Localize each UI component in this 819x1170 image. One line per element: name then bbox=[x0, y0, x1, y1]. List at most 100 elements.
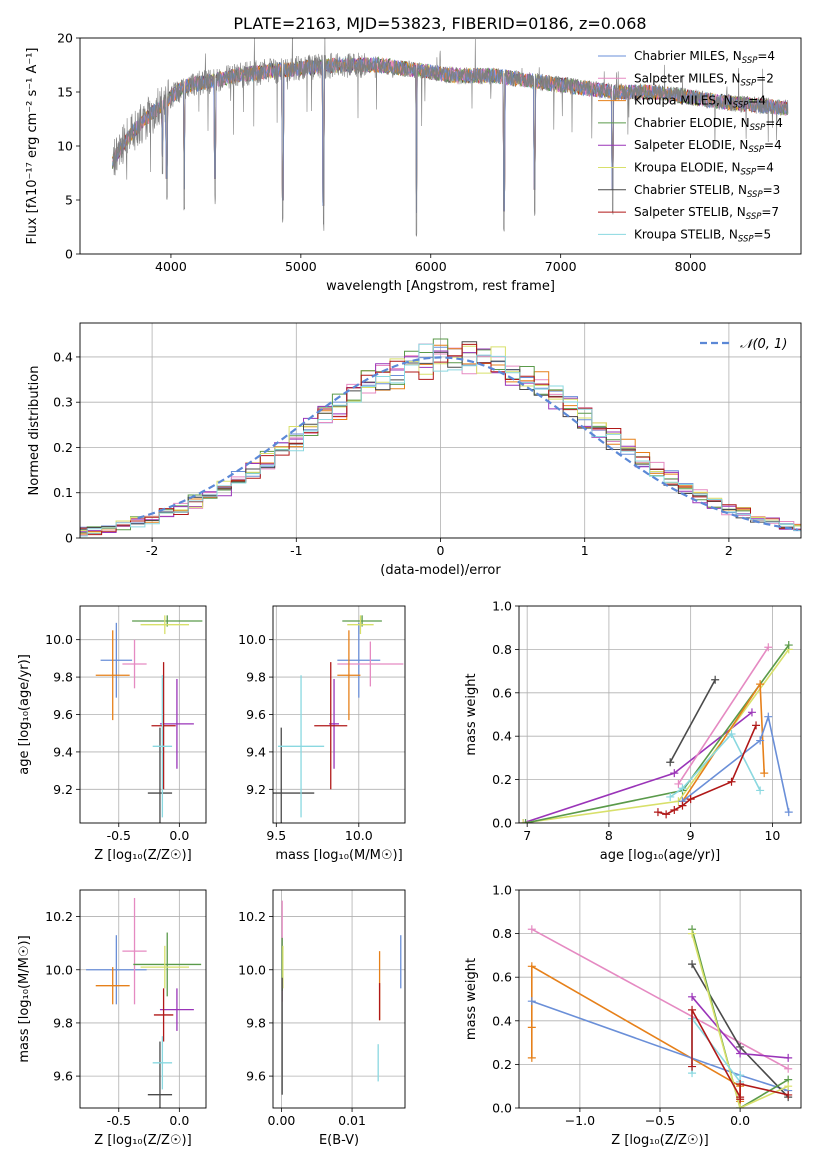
x-tick-label: −0.5 bbox=[645, 1113, 675, 1128]
y-tick-label: 20 bbox=[57, 31, 73, 46]
y-tick-label: 10.0 bbox=[238, 632, 266, 647]
plot-area bbox=[80, 323, 801, 538]
legend-label: Chabrier STELIB, NSSP=3 bbox=[634, 183, 780, 200]
point-marker-kroupa_elodie bbox=[736, 1104, 745, 1108]
plot-area bbox=[519, 606, 801, 823]
x-axis-label: age [log₁₀(age/yr)] bbox=[600, 848, 721, 863]
y-tick-label: 0.3 bbox=[53, 395, 73, 410]
axes-frame bbox=[79, 605, 207, 824]
y-tick-label: 0.4 bbox=[492, 1013, 512, 1028]
panel-massweight_vs_Z: −1.0 −0.5 0.0 0.0 0.2 0.4 0.6 0.8 1.0 Z [log₁₀(Z/… bbox=[464, 883, 802, 1148]
point-marker-kroupa_stelib bbox=[727, 730, 736, 739]
series-line-kroupa_elodie bbox=[691, 933, 789, 1108]
y-tick-label: 0.2 bbox=[53, 440, 73, 455]
y-tick-label: 0.2 bbox=[492, 1057, 512, 1072]
point-marker-kroupa_miles bbox=[756, 680, 765, 689]
point-marker-kroupa_elodie bbox=[784, 1082, 793, 1091]
y-tick-label: 9.6 bbox=[246, 707, 266, 722]
legend-label: Chabrier ELODIE, NSSP=4 bbox=[634, 116, 783, 133]
x-tick-label: 0 bbox=[437, 543, 445, 558]
y-tick-label: 0.2 bbox=[492, 772, 512, 787]
y-tick-label: 9.2 bbox=[246, 782, 266, 797]
y-axis-label: age [log₁₀(age/yr)] bbox=[17, 654, 32, 775]
y-axis-label: Flux [fλ10⁻¹⁷ erg cm⁻² s⁻¹ A⁻¹] bbox=[25, 48, 40, 245]
axes-frame bbox=[79, 322, 802, 539]
y-tick-label: 0.4 bbox=[492, 729, 512, 744]
series-line-salpeter_stelib bbox=[657, 725, 757, 816]
x-tick-label: -0.5 bbox=[107, 1113, 131, 1128]
y-tick-label: 10.2 bbox=[45, 909, 73, 924]
gaussian-curve bbox=[137, 356, 799, 531]
panel-mass_vs_ebv: 0.00 0.01 9.6 9.8 10.0 10.2 E(B-V) bbox=[238, 889, 406, 1148]
plot-area bbox=[112, 38, 789, 238]
y-tick-label: 9.6 bbox=[53, 707, 73, 722]
x-axis-label: Z [log₁₀(Z/Z☉)] bbox=[94, 1133, 191, 1148]
histogram-salpeter_stelib bbox=[80, 343, 801, 536]
y-tick-label: 0.8 bbox=[492, 926, 512, 941]
y-tick-label: 0.4 bbox=[53, 349, 73, 364]
point-marker-salpeter_stelib bbox=[727, 777, 736, 786]
legend-label: Salpeter ELODIE, NSSP=4 bbox=[634, 138, 782, 155]
y-tick-label: 0.6 bbox=[492, 970, 512, 985]
y-tick-label: 9.2 bbox=[53, 782, 73, 797]
point-marker-chabrier_miles bbox=[527, 997, 536, 1006]
point-marker-salpeter_miles bbox=[527, 925, 536, 934]
axis-ticks: -2 -1 0 1 2 0 0.1 0.2 0.3 0.4 bbox=[53, 349, 733, 558]
y-tick-label: 9.8 bbox=[53, 1015, 73, 1030]
point-marker-salpeter_elodie bbox=[747, 708, 756, 717]
plot-area bbox=[273, 890, 405, 1108]
y-tick-label: 15 bbox=[57, 85, 73, 100]
legend-label: Salpeter MILES, NSSP=2 bbox=[634, 71, 774, 88]
axes-frame bbox=[518, 605, 802, 824]
point-marker-kroupa_miles bbox=[527, 1053, 536, 1062]
x-axis-label: E(B-V) bbox=[319, 1133, 359, 1148]
legend-label: Chabrier MILES, NSSP=4 bbox=[634, 49, 775, 66]
point-marker-salpeter_stelib bbox=[678, 801, 687, 810]
axes-frame bbox=[518, 889, 802, 1109]
axes-frame bbox=[272, 889, 406, 1109]
point-marker-chabrier_miles bbox=[764, 712, 773, 721]
point-marker-salpeter_elodie bbox=[670, 769, 679, 778]
point-marker-chabrier_stelib bbox=[688, 960, 697, 969]
y-tick-label: 9.6 bbox=[246, 1069, 266, 1084]
x-axis-label: mass [log₁₀(M/M☉)] bbox=[275, 848, 402, 863]
y-tick-label: 0.8 bbox=[492, 642, 512, 657]
x-axis-label: Z [log₁₀(Z/Z☉)] bbox=[611, 1133, 708, 1148]
panel-mass_vs_Z: -0.5 0.0 9.6 9.8 10.0 10.2 Z [log₁₀(Z/Z☉)] mass… bbox=[17, 889, 207, 1148]
legend-label: Kroupa MILES, NSSP=4 bbox=[634, 94, 766, 111]
x-axis-label: Z [log₁₀(Z/Z☉)] bbox=[94, 848, 191, 863]
point-marker-salpeter_elodie bbox=[736, 1049, 745, 1058]
axis-ticks: −1.0 −0.5 0.0 0.0 0.2 0.4 0.6 0.8 1.0 bbox=[492, 883, 750, 1129]
y-tick-label: 9.8 bbox=[53, 670, 73, 685]
point-marker-kroupa_stelib bbox=[678, 784, 687, 793]
point-marker-salpeter_stelib bbox=[736, 1095, 745, 1104]
plot-area bbox=[80, 890, 206, 1108]
x-tick-label: 7000 bbox=[545, 259, 577, 274]
histogram-kroupa_stelib bbox=[80, 343, 801, 537]
y-tick-label: 0.0 bbox=[492, 816, 512, 831]
point-marker-salpeter_elodie bbox=[688, 992, 697, 1001]
point-marker-kroupa_miles bbox=[527, 962, 536, 971]
x-tick-label: 8 bbox=[605, 828, 613, 843]
point-marker-kroupa_elodie bbox=[688, 929, 697, 938]
point-marker-salpeter_stelib bbox=[752, 721, 761, 730]
point-marker-salpeter_stelib bbox=[670, 805, 679, 814]
plot-area bbox=[519, 890, 801, 1108]
axes-frame bbox=[79, 889, 207, 1109]
y-tick-label: 1.0 bbox=[492, 599, 512, 614]
axis-ticks: -0.5 0.0 9.2 9.4 9.6 9.8 10.0 bbox=[45, 632, 189, 843]
x-tick-label: 9.5 bbox=[266, 828, 286, 843]
point-marker-kroupa_miles bbox=[760, 769, 769, 778]
axis-ticks: 4000 5000 6000 7000 8000 0 5 10 15 20 bbox=[57, 31, 706, 275]
x-tick-label: 10.0 bbox=[345, 828, 373, 843]
x-tick-label: 2 bbox=[725, 543, 733, 558]
point-marker-kroupa_stelib bbox=[756, 786, 765, 795]
series-line-salpeter_miles bbox=[531, 928, 789, 1070]
residual-legend: 𝒩(0, 1) bbox=[700, 337, 787, 352]
x-tick-label: 9 bbox=[687, 828, 695, 843]
series-line-chabrier_miles bbox=[682, 713, 790, 813]
y-tick-label: 1.0 bbox=[492, 883, 512, 898]
point-marker-salpeter_elodie bbox=[784, 1053, 793, 1062]
